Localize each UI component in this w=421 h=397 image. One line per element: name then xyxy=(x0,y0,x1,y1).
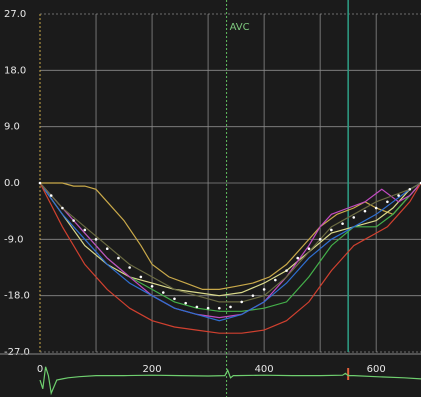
average-point xyxy=(296,256,300,260)
average-point xyxy=(229,305,232,309)
average-point xyxy=(352,216,356,219)
average-point xyxy=(38,181,42,185)
average-point xyxy=(240,300,244,304)
strain-series-6 xyxy=(39,182,421,334)
average-point xyxy=(330,228,333,232)
average-point xyxy=(72,219,75,222)
x-axis: 0 200 400 600 xyxy=(0,353,421,375)
average-point xyxy=(251,294,255,297)
average-point xyxy=(397,194,400,197)
average-point xyxy=(139,275,143,279)
average-trace xyxy=(38,181,421,310)
y-tick-label: 18.0 xyxy=(4,65,26,76)
y-tick-label: 0.0 xyxy=(4,178,20,189)
strain-series-5 xyxy=(39,182,421,322)
average-point xyxy=(206,306,210,310)
average-point xyxy=(117,256,120,260)
average-point xyxy=(184,301,187,305)
average-point xyxy=(341,222,344,225)
average-point xyxy=(386,200,389,204)
average-point xyxy=(49,194,53,197)
y-tick-label: 9.0 xyxy=(4,122,20,133)
grid xyxy=(39,13,421,353)
average-point xyxy=(408,187,412,191)
x-tick-label: 0 xyxy=(37,364,43,375)
average-point xyxy=(94,238,98,241)
average-point xyxy=(217,306,221,310)
ecg-trace xyxy=(39,366,421,396)
average-point xyxy=(262,288,266,291)
average-point xyxy=(105,247,109,251)
average-point xyxy=(274,278,277,282)
x-tick-label: 400 xyxy=(255,364,274,375)
y-tick-label: -9.0 xyxy=(4,234,24,245)
x-tick-label: 200 xyxy=(143,364,162,375)
average-point xyxy=(195,305,199,309)
average-point xyxy=(173,297,176,301)
series xyxy=(39,182,421,334)
average-point xyxy=(363,209,367,213)
average-point xyxy=(318,238,322,241)
average-point xyxy=(61,206,64,210)
y-tick-label: 27.0 xyxy=(4,9,26,20)
average-point xyxy=(83,228,87,232)
avc-annotation: AVC xyxy=(230,22,250,33)
y-tick-label: -27.0 xyxy=(4,347,30,358)
average-point xyxy=(128,266,131,269)
average-point xyxy=(285,269,288,272)
y-axis: 27.0 18.0 9.0 0.0 -9.0 -18.0 -27.0 xyxy=(4,9,30,358)
x-tick-label: 600 xyxy=(367,364,386,375)
average-point xyxy=(307,247,311,251)
ecg-strip xyxy=(39,366,421,396)
average-point xyxy=(161,291,165,294)
vertical-markers xyxy=(226,0,350,397)
average-point xyxy=(374,206,378,210)
average-point xyxy=(150,284,154,288)
y-tick-label: -18.0 xyxy=(4,291,30,302)
